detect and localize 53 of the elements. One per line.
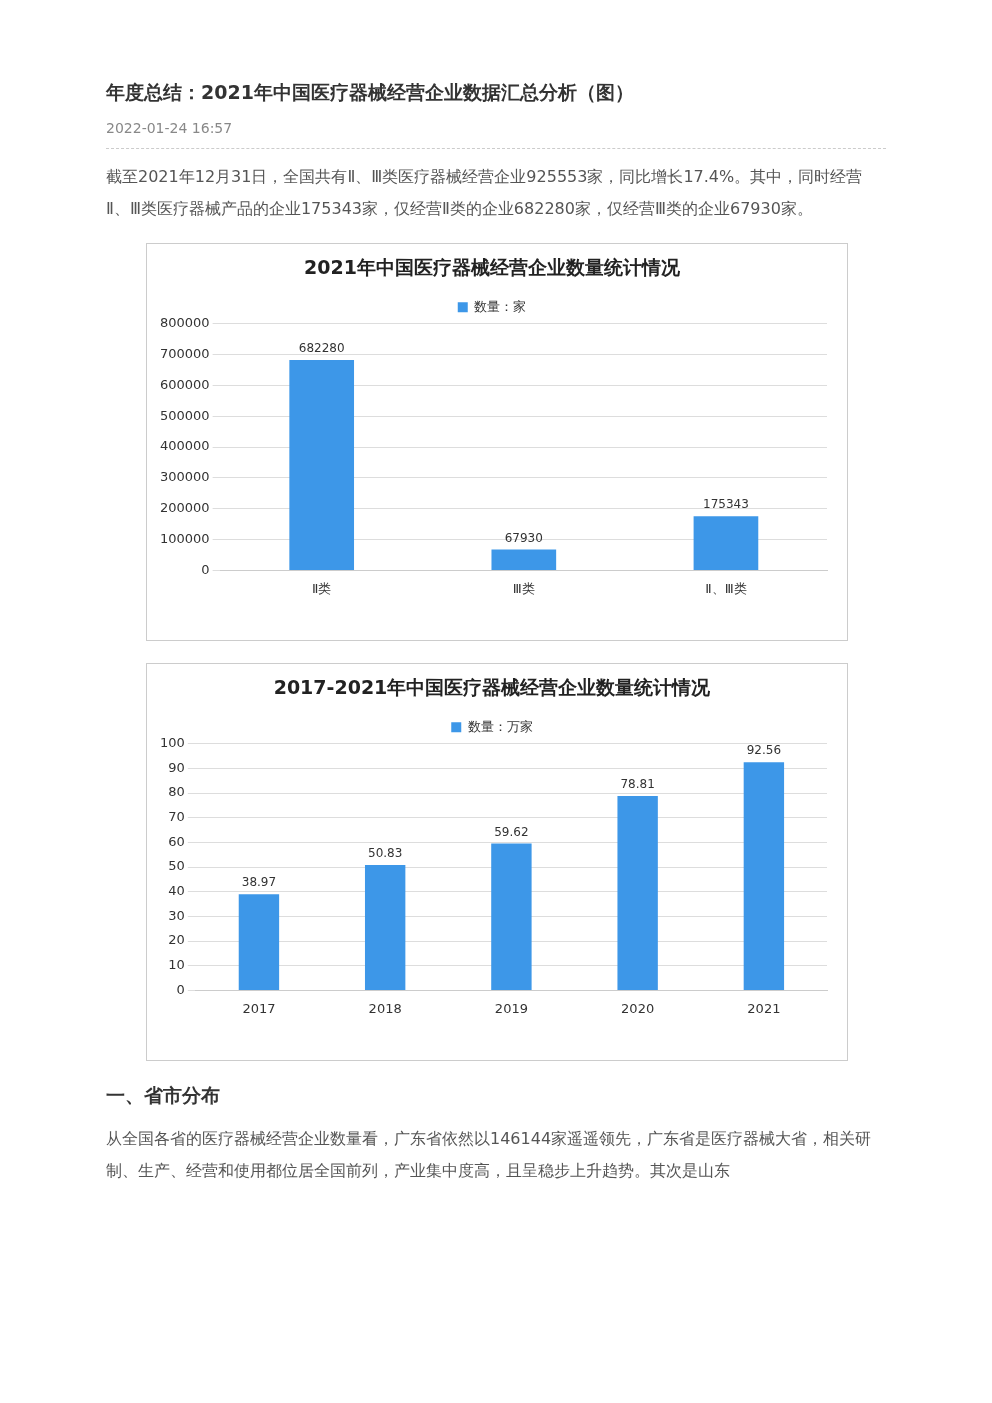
data-label: 682280 [298, 341, 345, 356]
y-tick-label: 0 [176, 981, 185, 997]
y-tick-label: 90 [168, 759, 185, 775]
x-tick-label: 2019 [494, 1000, 528, 1016]
bar [289, 360, 355, 570]
x-tick-label: Ⅲ类 [512, 580, 535, 596]
bar [491, 549, 557, 570]
data-label: 38.97 [241, 875, 277, 890]
x-tick-label: 2018 [368, 1000, 402, 1016]
y-tick-label: 10 [168, 957, 185, 973]
legend-label: 数量：家 [474, 298, 527, 314]
y-tick-label: 0 [201, 561, 210, 577]
bar [238, 894, 280, 990]
data-label: 78.81 [620, 777, 655, 792]
y-tick-label: 500000 [159, 407, 210, 423]
y-tick-label: 70 [168, 809, 185, 825]
y-tick-label: 30 [168, 907, 185, 923]
text: 年度总结：2021年中国医疗器械经营企业数据汇总分析（图） [106, 80, 635, 105]
data-label: 50.83 [367, 846, 403, 861]
x-tick-label: Ⅱ、Ⅲ类 [705, 580, 747, 596]
y-tick-label: 60 [168, 833, 185, 849]
y-tick-label: 100000 [159, 530, 210, 546]
data-label: 175343 [703, 497, 749, 512]
text: 一、省市分布 [106, 1083, 221, 1108]
x-tick-label: 2020 [621, 1000, 655, 1016]
y-tick-label: 700000 [159, 346, 210, 361]
data-label: 67930 [504, 530, 543, 545]
y-tick-label: 100 [159, 735, 185, 751]
bar [364, 865, 406, 990]
bar [617, 796, 658, 990]
x-tick-label: 2021 [747, 1000, 781, 1016]
data-label: 59.62 [494, 824, 529, 839]
x-tick-label: 2017 [242, 1000, 276, 1016]
y-tick-label: 600000 [159, 376, 210, 392]
y-tick-label: 400000 [159, 438, 210, 454]
legend-label: 数量：万家 [467, 718, 533, 734]
y-tick-label: 800000 [159, 315, 210, 331]
y-tick-label: 50 [168, 858, 185, 874]
y-tick-label: 80 [168, 784, 185, 800]
text: 2022-01-24 16:57 [106, 120, 886, 149]
chart-title: 2017-2021年中国医疗器械经营企业数量统计情况 [273, 676, 712, 699]
data-label: 92.56 [746, 743, 782, 758]
y-tick-label: 200000 [159, 500, 210, 516]
y-tick-label: 40 [168, 883, 185, 899]
y-tick-label: 300000 [159, 469, 210, 485]
bar [743, 762, 785, 990]
text: 截至2021年12月31日，全国共有Ⅱ、Ⅲ类医疗器械经营企业925553家，同比增长17.4%。其中，同时经营Ⅱ、Ⅲ类医疗器械产品的企业175343家，仅经营Ⅱ类的企业682280家，仅经营Ⅲ类的企业67930家。 [106, 166, 864, 220]
x-tick-label: Ⅱ类 [311, 580, 332, 596]
y-tick-label: 20 [168, 932, 185, 948]
bar [693, 516, 759, 570]
chart-title: 2021年中国医疗器械经营企业数量统计情况 [304, 256, 681, 279]
text: 从全国各省的医疗器械经营企业数量看，广东省依然以146144家遥遥领先，广东省是医疗器械大省，相关研制、生产、经营和使用都位居全国前列，产业集中度高，且呈稳步上升趋势。其次是山东 [106, 1128, 873, 1182]
bar [491, 843, 532, 990]
